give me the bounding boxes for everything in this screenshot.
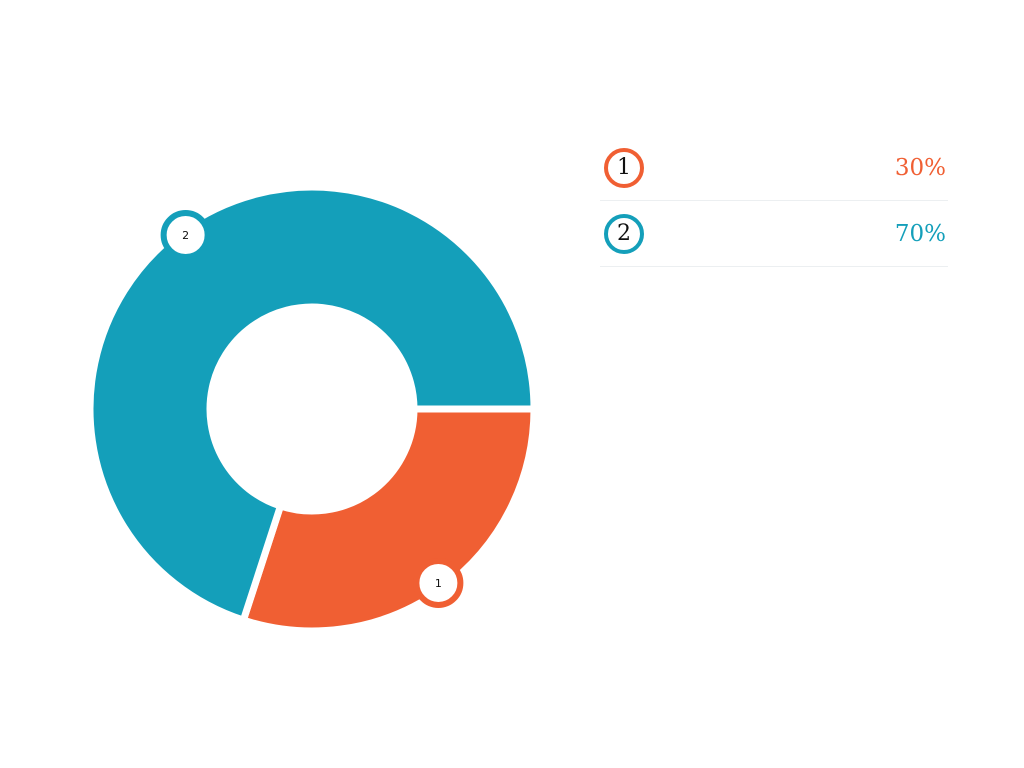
legend: 1 30% 2 70%	[600, 135, 948, 267]
slice-label-1: 1	[435, 577, 442, 590]
legend-item-2: 2 70%	[600, 201, 948, 267]
slice-marker-1	[413, 557, 464, 608]
slice-marker-2	[160, 210, 211, 261]
legend-item-1: 1 30%	[600, 135, 948, 201]
slice-label-2: 2	[182, 229, 189, 242]
slice-2	[86, 183, 538, 625]
legend-value-1: 30%	[894, 154, 946, 181]
slice-1	[238, 405, 538, 635]
legend-value-2: 70%	[894, 220, 946, 247]
legend-badge-2: 2	[604, 213, 644, 254]
legend-badge-1: 1	[604, 147, 644, 188]
